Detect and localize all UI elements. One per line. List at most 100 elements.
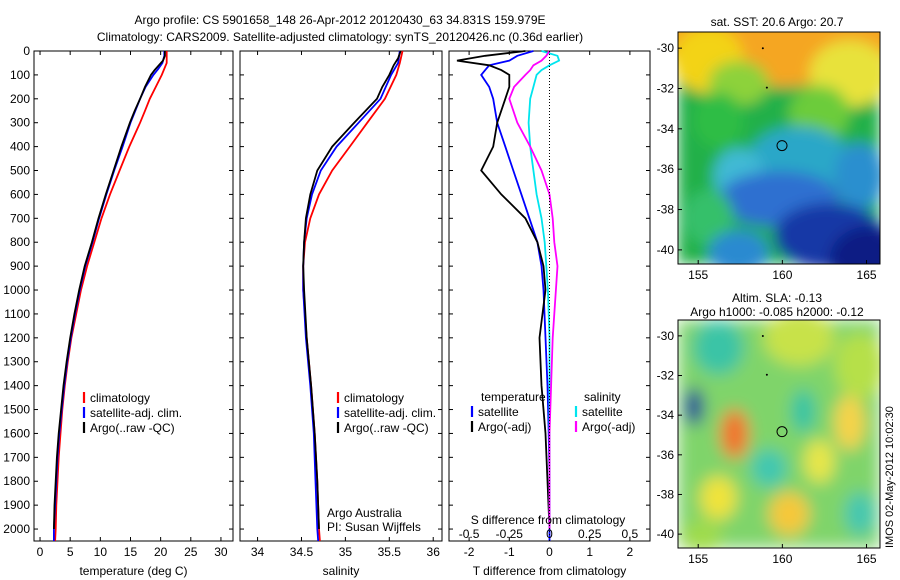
x-tick-label: 20 xyxy=(154,545,168,559)
x-tick-label: 5 xyxy=(67,545,74,559)
x-tick-label: 0 xyxy=(37,545,44,559)
x-tick-label: 1 xyxy=(586,545,593,559)
series-line-argo---raw--qc- xyxy=(302,50,402,530)
y-tick-label: 400 xyxy=(10,140,30,154)
series-line-argo--adj- xyxy=(456,50,551,530)
plot-frame xyxy=(33,50,234,542)
sla-map-title: Altim. SLA: -0.13 xyxy=(732,291,822,305)
field-blob xyxy=(750,449,788,488)
coast-dot xyxy=(761,334,764,337)
sst-map-title: sat. SST: 20.6 Argo: 20.7 xyxy=(711,15,844,29)
y-tick-label: 1700 xyxy=(3,450,30,464)
y-tick-label: 200 xyxy=(10,92,30,106)
y-tick-label: 1800 xyxy=(3,474,30,488)
sla-map-panel: 155 160 165 -30 -32 -34 -36 -38 -40 Altim. SLA: -… xyxy=(657,291,881,566)
title-line-1: Argo profile: CS 5901658_148 26-Apr-2012… xyxy=(135,13,546,27)
argo-location-marker xyxy=(776,426,788,438)
legend-label: climatology xyxy=(344,391,404,405)
coast-dot xyxy=(765,373,768,376)
legend-label: climatology xyxy=(90,391,150,405)
legend-label: Argo(-adj) xyxy=(582,420,635,434)
x-tick-label: 34.5 xyxy=(290,545,314,559)
y-tick-label: 900 xyxy=(10,259,30,273)
x-tick-label: 0 xyxy=(546,545,553,559)
y-tick-label: -36 xyxy=(657,448,675,462)
coast-dot xyxy=(765,86,768,89)
y-tick-label: -32 xyxy=(657,81,675,95)
y-tick-label: 700 xyxy=(10,211,30,225)
field-blob xyxy=(763,320,835,366)
y-tick-label: -32 xyxy=(657,369,675,383)
salinity-tick-label: -0.25 xyxy=(496,527,524,541)
y-tick-label: 300 xyxy=(10,116,30,130)
sst-field xyxy=(678,32,880,264)
y-tick-label: 600 xyxy=(10,187,30,201)
x-tick-label: 10 xyxy=(94,545,108,559)
x-tick-label: 155 xyxy=(688,268,708,282)
x-tick-label: 160 xyxy=(772,552,792,566)
y-tick-label: 100 xyxy=(10,68,30,82)
salinity-tick-label: 0.25 xyxy=(578,527,602,541)
y-tick-label: 500 xyxy=(10,164,30,178)
y-tick-label: 2000 xyxy=(3,522,30,536)
sst-map-panel: 155 160 165 -30 -32 -34 -36 -38 -40 sat. SST: 20.… xyxy=(657,15,881,282)
y-tick-label: -34 xyxy=(657,122,675,136)
footer-credit: IMOS 02-May-2012 10:02:30 xyxy=(884,406,896,548)
y-tick-label: 1500 xyxy=(3,403,30,417)
x-tick-label: 165 xyxy=(857,552,877,566)
title-line-2: Climatology: CARS2009. Satellite-adjuste… xyxy=(97,30,583,44)
series-line-argo---raw--qc- xyxy=(53,51,166,530)
y-tick-label: -36 xyxy=(657,162,675,176)
salinity-tick-label: -0.5 xyxy=(459,527,480,541)
x-axis-label: salinity xyxy=(323,564,360,578)
legend-label: satellite xyxy=(582,405,623,419)
field-blob xyxy=(834,332,880,399)
y-tick-label: 1000 xyxy=(3,283,30,297)
annotation-line: Argo Australia xyxy=(327,506,402,520)
y-tick-label: -30 xyxy=(657,41,675,55)
map-frame xyxy=(677,319,881,549)
map-frame xyxy=(677,31,881,265)
x-tick-label: 36 xyxy=(427,545,441,559)
x-tick-label: 35 xyxy=(339,545,353,559)
coast-dot xyxy=(761,47,764,50)
y-tick-label: 0 xyxy=(23,44,30,58)
field-blob xyxy=(708,230,769,264)
salinity-tick-label: 0.5 xyxy=(622,527,639,541)
field-blob xyxy=(720,409,749,459)
y-tick-label: 1100 xyxy=(4,307,30,321)
x-tick-label: 25 xyxy=(184,545,198,559)
sla-field-blur xyxy=(678,320,880,548)
temperature-panel: 0 5 10 15 20 25 300100200300400500600700800900… xyxy=(3,44,234,578)
y-tick-label: 1300 xyxy=(3,355,30,369)
y-tick-label: 1400 xyxy=(3,379,30,393)
series-line-climatology xyxy=(54,51,168,542)
annotation-line: PI: Susan Wijffels xyxy=(327,520,421,534)
y-tick-label: 1900 xyxy=(3,498,30,512)
y-tick-label: 800 xyxy=(10,235,30,249)
legend-label: satellite-adj. clim. xyxy=(90,406,182,420)
field-blob xyxy=(768,491,810,536)
field-blob xyxy=(834,142,880,210)
x-axis-label: temperature (deg C) xyxy=(79,564,187,578)
legend-label: Argo(..raw -QC) xyxy=(344,421,429,435)
y-tick-label: 1600 xyxy=(3,426,30,440)
legend-label: satellite xyxy=(478,405,519,419)
legend-title: salinity xyxy=(584,390,621,404)
legend-title: temperature xyxy=(481,390,546,404)
field-blob xyxy=(804,439,835,484)
x-tick-label: 2 xyxy=(627,545,634,559)
x-tick-label: 30 xyxy=(214,545,228,559)
y-tick-label: -40 xyxy=(657,243,675,257)
sla-map-subtitle: Argo h1000: -0.085 h2000: -0.12 xyxy=(690,305,864,319)
field-blob xyxy=(693,92,744,148)
x-axis-label: T difference from climatology xyxy=(473,564,627,578)
y-tick-label: -40 xyxy=(657,527,675,541)
salinity-axis-label: S difference from climatology xyxy=(471,513,626,527)
y-tick-label: -38 xyxy=(657,487,675,501)
salinity-panel: 34 34.5 35 35.5 36 salinity climatologysatelli… xyxy=(239,50,443,578)
field-blob xyxy=(683,189,734,246)
legend-label: satellite-adj. clim. xyxy=(344,406,436,420)
field-blob xyxy=(682,520,723,548)
